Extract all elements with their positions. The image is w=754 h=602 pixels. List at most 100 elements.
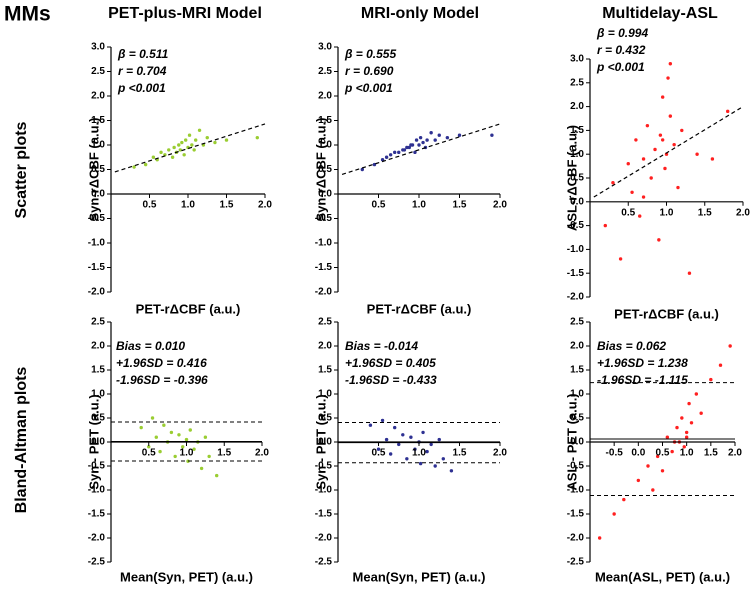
point — [675, 425, 679, 430]
y-tick-label: -1.5 — [88, 262, 106, 273]
annotation: +1.96SD = 1.238 — [597, 356, 688, 370]
point — [413, 447, 417, 451]
x-tick-label: 0.5 — [142, 448, 156, 459]
point — [597, 536, 602, 540]
point — [425, 138, 429, 142]
y-axis-label: Syn - PET (a.u.) — [86, 394, 101, 489]
point — [689, 421, 694, 425]
point — [224, 138, 229, 142]
point — [649, 176, 653, 180]
y-tick-label: 1.0 — [91, 389, 105, 400]
point — [172, 145, 176, 150]
point — [670, 449, 674, 454]
annotation: +1.96SD = 0.405 — [345, 356, 436, 370]
point — [612, 512, 616, 516]
y-tick-label: 0.0 — [91, 437, 105, 448]
x-tick-label: -0.5 — [606, 448, 624, 459]
x-tick-label: 1.0 — [660, 207, 674, 218]
y-tick-label: -0.5 — [567, 461, 585, 472]
point — [611, 181, 615, 185]
point — [177, 143, 181, 147]
point — [622, 497, 626, 502]
x-tick-label: 0.5 — [372, 448, 386, 459]
x-tick-label: 1.0 — [180, 448, 194, 459]
point — [429, 442, 433, 447]
y-tick-label: -1.0 — [567, 244, 585, 255]
annotation: r = 0.704 — [118, 64, 167, 78]
point — [457, 133, 462, 137]
y-tick-label: 2.5 — [318, 66, 332, 77]
x-tick-label: 2.0 — [255, 448, 269, 459]
y-tick-label: 1.0 — [570, 389, 584, 400]
y-tick-label: 2.0 — [91, 91, 105, 102]
point — [151, 155, 156, 159]
point — [421, 140, 425, 145]
point — [199, 466, 204, 471]
point — [665, 435, 670, 439]
point — [421, 430, 425, 435]
y-tick-label: 2.0 — [570, 101, 584, 112]
x-axis-label: PET-rΔCBF (a.u.) — [367, 301, 472, 316]
x-tick-label: 1.5 — [698, 207, 712, 218]
point — [376, 447, 381, 451]
y-axis-label: ASL - PET (a.u.) — [564, 393, 579, 490]
x-tick-label: 0.5 — [143, 200, 157, 211]
y-tick-label: 0.0 — [91, 189, 105, 200]
point — [405, 145, 409, 150]
point — [393, 425, 397, 430]
y-tick-label: -1.5 — [567, 509, 585, 520]
x-tick-label: 1.5 — [220, 200, 234, 211]
x-tick-label: 1.0 — [680, 448, 694, 459]
point — [380, 418, 385, 423]
y-tick-label: 1.5 — [91, 365, 105, 376]
annotation: -1.96SD = -0.396 — [116, 373, 208, 387]
point — [150, 416, 155, 420]
point — [255, 135, 259, 140]
y-tick-label: -1.0 — [315, 485, 333, 496]
point — [634, 138, 638, 142]
point — [203, 435, 208, 439]
point — [188, 428, 192, 432]
x-tick-label: 2.0 — [736, 207, 750, 218]
y-tick-label: 2.5 — [91, 66, 105, 77]
point — [192, 447, 196, 451]
figure-label: MMs — [4, 3, 51, 26]
point — [660, 95, 665, 99]
point — [668, 62, 673, 66]
y-axis-label: ASL-rΔCBF (a.u.) — [564, 125, 579, 231]
point — [197, 128, 202, 132]
y-tick-label: 0.0 — [570, 196, 584, 207]
x-tick-label: 0.5 — [372, 200, 386, 211]
y-tick-label: -2.0 — [88, 533, 106, 544]
x-tick-label: 0.5 — [621, 207, 635, 218]
point — [180, 140, 184, 145]
point — [718, 363, 723, 367]
y-tick-label: 1.5 — [570, 365, 584, 376]
y-axis-label: Syn-rΔCBF (a.u.) — [313, 118, 328, 222]
point — [663, 166, 667, 171]
point — [405, 457, 409, 461]
x-axis-label: Mean(Syn, PET) (a.u.) — [353, 569, 486, 584]
annotation: Bias = 0.010 — [116, 339, 185, 353]
point — [384, 437, 389, 442]
point — [181, 445, 185, 449]
point — [409, 435, 413, 439]
x-tick-label: 1.0 — [181, 200, 195, 211]
point — [433, 138, 437, 142]
point — [653, 147, 657, 152]
point — [672, 142, 676, 147]
y-tick-label: -1.5 — [315, 262, 333, 273]
fit-line — [341, 123, 501, 175]
y-tick-label: 2.5 — [570, 317, 584, 328]
x-tick-label: 1.0 — [412, 448, 426, 459]
annotation: Bias = -0.014 — [345, 339, 418, 353]
point — [638, 214, 642, 218]
x-axis-label: Mean(Syn, PET) (a.u.) — [120, 569, 253, 584]
x-tick-label: 1.5 — [453, 200, 467, 211]
annotation: -1.96SD = -1.115 — [597, 373, 688, 387]
point — [401, 433, 405, 437]
point — [380, 158, 385, 162]
y-tick-label: -1.5 — [88, 509, 106, 520]
y-tick-label: -2.0 — [315, 533, 333, 544]
y-tick-label: 3.0 — [318, 42, 332, 53]
